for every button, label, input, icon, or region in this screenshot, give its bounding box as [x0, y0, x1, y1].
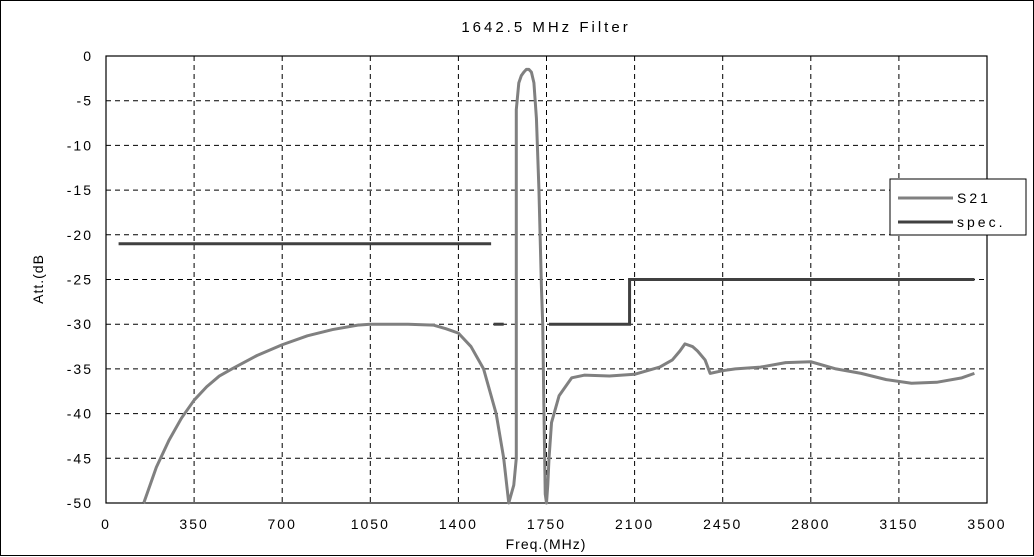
legend-label-s21: S21 — [957, 190, 991, 206]
x-tick-label: 1750 — [527, 516, 566, 532]
x-axis-label: Freq.(MHz) — [506, 536, 587, 552]
y-tick-label: -50 — [67, 495, 93, 511]
x-tick-label: 3150 — [879, 516, 918, 532]
x-tick-label: 2450 — [703, 516, 742, 532]
y-tick-label: -20 — [67, 227, 93, 243]
legend-box — [889, 178, 1027, 236]
y-axis-ticks: 0 -5 -10 -15 -20 -25 -30 -35 -40 -45 -50 — [67, 48, 93, 511]
x-tick-label: 2800 — [791, 516, 830, 532]
y-tick-label: -10 — [67, 137, 93, 153]
x-tick-label: 0 — [101, 516, 111, 532]
grid-lines — [106, 56, 987, 503]
series-layer — [118, 67, 975, 505]
x-axis-ticks: 0 350 700 1050 1400 1750 2100 2450 2800 3150 3500 — [101, 516, 1006, 532]
series-line-spec — [549, 278, 975, 326]
y-tick-label: -25 — [67, 272, 93, 288]
y-tick-label: 0 — [83, 48, 93, 64]
chart-title: 1642.5 MHz Filter — [461, 19, 630, 36]
x-tick-label: 1400 — [439, 516, 478, 532]
y-tick-label: -35 — [67, 361, 93, 377]
series-line-s21 — [142, 67, 975, 505]
x-tick-label: 350 — [179, 516, 208, 532]
y-tick-label: -5 — [77, 93, 93, 109]
y-tick-label: -30 — [67, 316, 93, 332]
y-tick-label: -45 — [67, 450, 93, 466]
legend: S21 spec. — [889, 178, 1027, 236]
y-tick-label: -15 — [67, 182, 93, 198]
y-axis-label: Att.(dB — [30, 254, 46, 304]
y-tick-label: -40 — [67, 406, 93, 422]
x-tick-label: 3500 — [967, 516, 1006, 532]
x-tick-label: 700 — [268, 516, 297, 532]
legend-label-spec: spec. — [957, 214, 1005, 230]
x-tick-label: 2100 — [615, 516, 654, 532]
x-tick-label: 1050 — [351, 516, 390, 532]
